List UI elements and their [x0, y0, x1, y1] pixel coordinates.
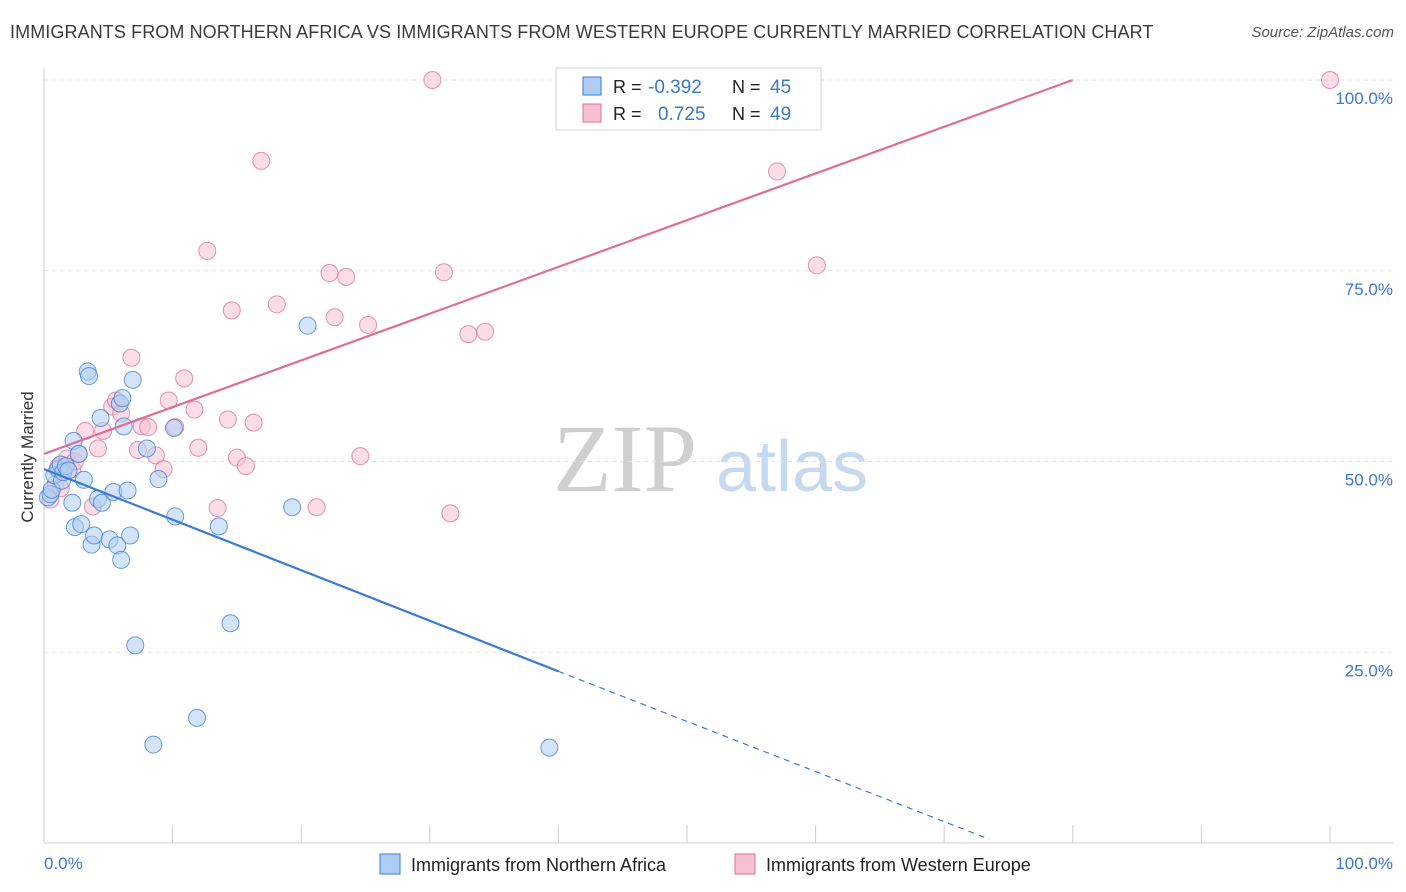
- legend-swatch-pink: [582, 103, 602, 123]
- data-point-pink: [434, 263, 453, 282]
- data-point-blue: [113, 389, 132, 408]
- data-point-blue: [123, 370, 142, 389]
- bottom-legend-swatch-blue: [379, 853, 401, 875]
- data-point-blue: [221, 614, 240, 633]
- data-point-blue: [85, 526, 104, 545]
- data-point-pink: [175, 369, 194, 388]
- data-point-pink: [337, 267, 356, 286]
- data-point-pink: [208, 499, 227, 518]
- data-point-blue: [540, 738, 559, 757]
- data-point-blue: [92, 493, 111, 512]
- data-point-blue: [91, 409, 110, 428]
- bottom-legend-label-blue: Immigrants from Northern Africa: [411, 855, 667, 875]
- trend-line-extension-blue: [558, 670, 990, 840]
- data-point-pink: [459, 325, 478, 344]
- legend-n-value-pink: 49: [770, 104, 791, 125]
- data-point-pink: [244, 413, 263, 432]
- data-point-blue: [298, 316, 317, 335]
- data-point-pink: [351, 447, 370, 466]
- data-point-blue: [164, 418, 183, 437]
- y-tick-label: 25.0%: [1345, 661, 1393, 680]
- watermark: ZIP atlas: [553, 405, 868, 512]
- data-point-pink: [320, 264, 339, 283]
- data-point-blue: [63, 493, 82, 512]
- legend-r-label-pink: R =: [613, 104, 642, 124]
- trend-lines: [43, 78, 1074, 840]
- chart-title: IMMIGRANTS FROM NORTHERN AFRICA VS IMMIG…: [10, 22, 1154, 42]
- data-point-pink: [359, 315, 378, 334]
- data-point-pink: [218, 410, 237, 429]
- bottom-legend-swatch-pink: [734, 853, 756, 875]
- data-point-pink: [441, 504, 460, 523]
- data-point-pink: [89, 439, 108, 458]
- watermark-zip: ZIP: [553, 405, 697, 512]
- legend-r-label-blue: R =: [613, 77, 642, 97]
- x-tick-label-max: 100.0%: [1335, 854, 1393, 873]
- data-point-blue: [121, 526, 140, 545]
- axes: [43, 68, 1393, 844]
- data-point-pink: [267, 295, 286, 314]
- data-point-pink: [807, 256, 826, 275]
- trend-line-pink: [43, 78, 1074, 455]
- data-point-pink: [476, 322, 495, 341]
- legend-swatch-blue: [582, 76, 602, 96]
- data-point-blue: [118, 481, 137, 500]
- bottom-legend-label-pink: Immigrants from Western Europe: [766, 855, 1031, 875]
- data-point-blue: [114, 417, 133, 436]
- data-point-pink: [1321, 71, 1339, 89]
- data-point-blue: [149, 470, 168, 489]
- series-legend: Immigrants from Northern Africa Immigran…: [379, 853, 1031, 875]
- y-tick-label: 100.0%: [1335, 89, 1393, 108]
- data-point-pink: [325, 308, 344, 327]
- data-point-pink: [307, 498, 326, 517]
- legend-r-value-pink: 0.725: [658, 104, 706, 125]
- data-point-pink: [252, 151, 271, 170]
- legend-r-value-blue: -0.392: [648, 77, 702, 98]
- data-point-blue: [112, 550, 131, 569]
- data-point-pink: [189, 438, 208, 457]
- y-axis-title: Currently Married: [18, 391, 37, 522]
- watermark-atlas: atlas: [716, 427, 868, 507]
- legend-n-value-blue: 45: [770, 77, 791, 98]
- y-tick-labels: 25.0% 50.0% 75.0% 100.0%: [1335, 89, 1393, 680]
- data-point-pink: [222, 301, 241, 320]
- legend-n-label-pink: N =: [732, 104, 761, 124]
- series-northern-africa-points: [38, 316, 559, 757]
- x-tick-label-min: 0.0%: [44, 854, 83, 873]
- data-point-pink: [423, 71, 442, 89]
- grid-lines: [44, 79, 1393, 653]
- data-point-pink: [185, 400, 204, 419]
- data-point-blue: [144, 735, 163, 754]
- data-point-pink: [139, 418, 158, 437]
- data-point-blue: [137, 439, 156, 458]
- data-point-pink: [122, 348, 141, 367]
- data-point-pink: [236, 457, 255, 476]
- data-point-blue: [283, 498, 302, 517]
- data-point-blue: [209, 517, 228, 536]
- y-tick-label: 75.0%: [1345, 280, 1393, 299]
- data-point-blue: [80, 367, 99, 386]
- data-point-blue: [72, 515, 91, 534]
- data-point-blue: [188, 708, 207, 727]
- data-point-pink: [768, 162, 787, 181]
- legend-n-label-blue: N =: [732, 77, 761, 97]
- data-point-blue: [69, 444, 88, 463]
- trend-line-blue: [43, 468, 559, 673]
- chart-source: Source: ZipAtlas.com: [1251, 24, 1394, 41]
- data-point-blue: [126, 636, 145, 655]
- correlation-legend: R = -0.392 N = 45 R = 0.725 N = 49: [555, 67, 822, 131]
- data-point-pink: [198, 241, 217, 260]
- y-tick-label: 50.0%: [1345, 471, 1393, 490]
